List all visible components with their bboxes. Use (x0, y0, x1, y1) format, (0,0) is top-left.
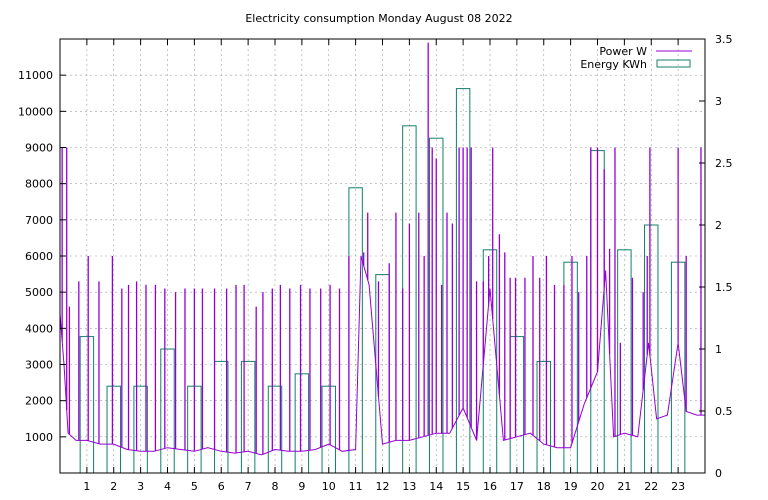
energy-bar (536, 360, 551, 474)
y-left-tick-label: 4000 (25, 322, 53, 335)
x-tick-label: 1 (83, 480, 90, 493)
x-tick-label: 6 (218, 480, 225, 493)
y-left-tick-label: 11000 (18, 69, 53, 82)
y-right-tick-label: 1.5 (715, 281, 733, 294)
x-tick-label: 21 (617, 480, 631, 493)
axis-ticks: 1 2 3 4 5 6 7 8 9 10 11 12 13 14 15 16 17 18 19 20 21 22 23100… (18, 33, 733, 493)
y-right-tick-label: 2.5 (715, 157, 733, 170)
y-left-tick-label: 2000 (25, 395, 53, 408)
x-tick-label: 17 (510, 480, 524, 493)
x-tick-label: 22 (644, 480, 658, 493)
x-tick-label: 5 (191, 480, 198, 493)
legend: Power W Energy KWh (580, 45, 692, 71)
y-left-tick-label: 6000 (25, 250, 53, 263)
chart-title: Electricity consumption Monday August 08… (245, 12, 512, 25)
power-line-group (59, 42, 705, 456)
x-tick-label: 7 (245, 480, 252, 493)
power-line (59, 255, 705, 456)
grid-lines (60, 39, 705, 473)
energy-bar (240, 360, 256, 474)
y-right-tick-label: 1 (715, 343, 722, 356)
y-left-tick-label: 9000 (25, 142, 53, 155)
y-left-tick-label: 3000 (25, 359, 53, 372)
x-tick-label: 11 (349, 480, 363, 493)
y-left-tick-label: 5000 (25, 286, 53, 299)
x-tick-label: 13 (402, 480, 416, 493)
y-left-tick-label: 10000 (18, 105, 53, 118)
legend-label-energy: Energy KWh (580, 58, 647, 71)
y-right-tick-label: 0.5 (715, 405, 733, 418)
x-tick-label: 16 (483, 480, 497, 493)
y-right-tick-label: 2 (715, 219, 722, 232)
legend-swatch-energy (656, 59, 691, 68)
x-tick-label: 12 (376, 480, 390, 493)
x-tick-label: 4 (164, 480, 171, 493)
y-right-tick-label: 0 (715, 467, 722, 480)
y-left-tick-label: 8000 (25, 178, 53, 191)
x-tick-label: 10 (322, 480, 336, 493)
legend-label-power: Power W (599, 45, 647, 58)
y-right-tick-label: 3 (715, 95, 722, 108)
energy-bar (563, 261, 578, 474)
x-tick-label: 19 (564, 480, 578, 493)
y-left-tick-label: 1000 (25, 431, 53, 444)
energy-bar (214, 360, 229, 474)
x-tick-label: 23 (671, 480, 685, 493)
x-tick-label: 2 (110, 480, 117, 493)
x-tick-label: 8 (272, 480, 279, 493)
x-tick-label: 20 (591, 480, 605, 493)
x-tick-label: 3 (137, 480, 144, 493)
x-tick-label: 18 (537, 480, 551, 493)
x-tick-label: 9 (298, 480, 305, 493)
x-tick-label: 14 (429, 480, 443, 493)
y-left-tick-label: 7000 (25, 214, 53, 227)
y-right-tick-label: 3.5 (715, 33, 733, 46)
x-tick-label: 15 (456, 480, 470, 493)
energy-bar (294, 373, 310, 474)
